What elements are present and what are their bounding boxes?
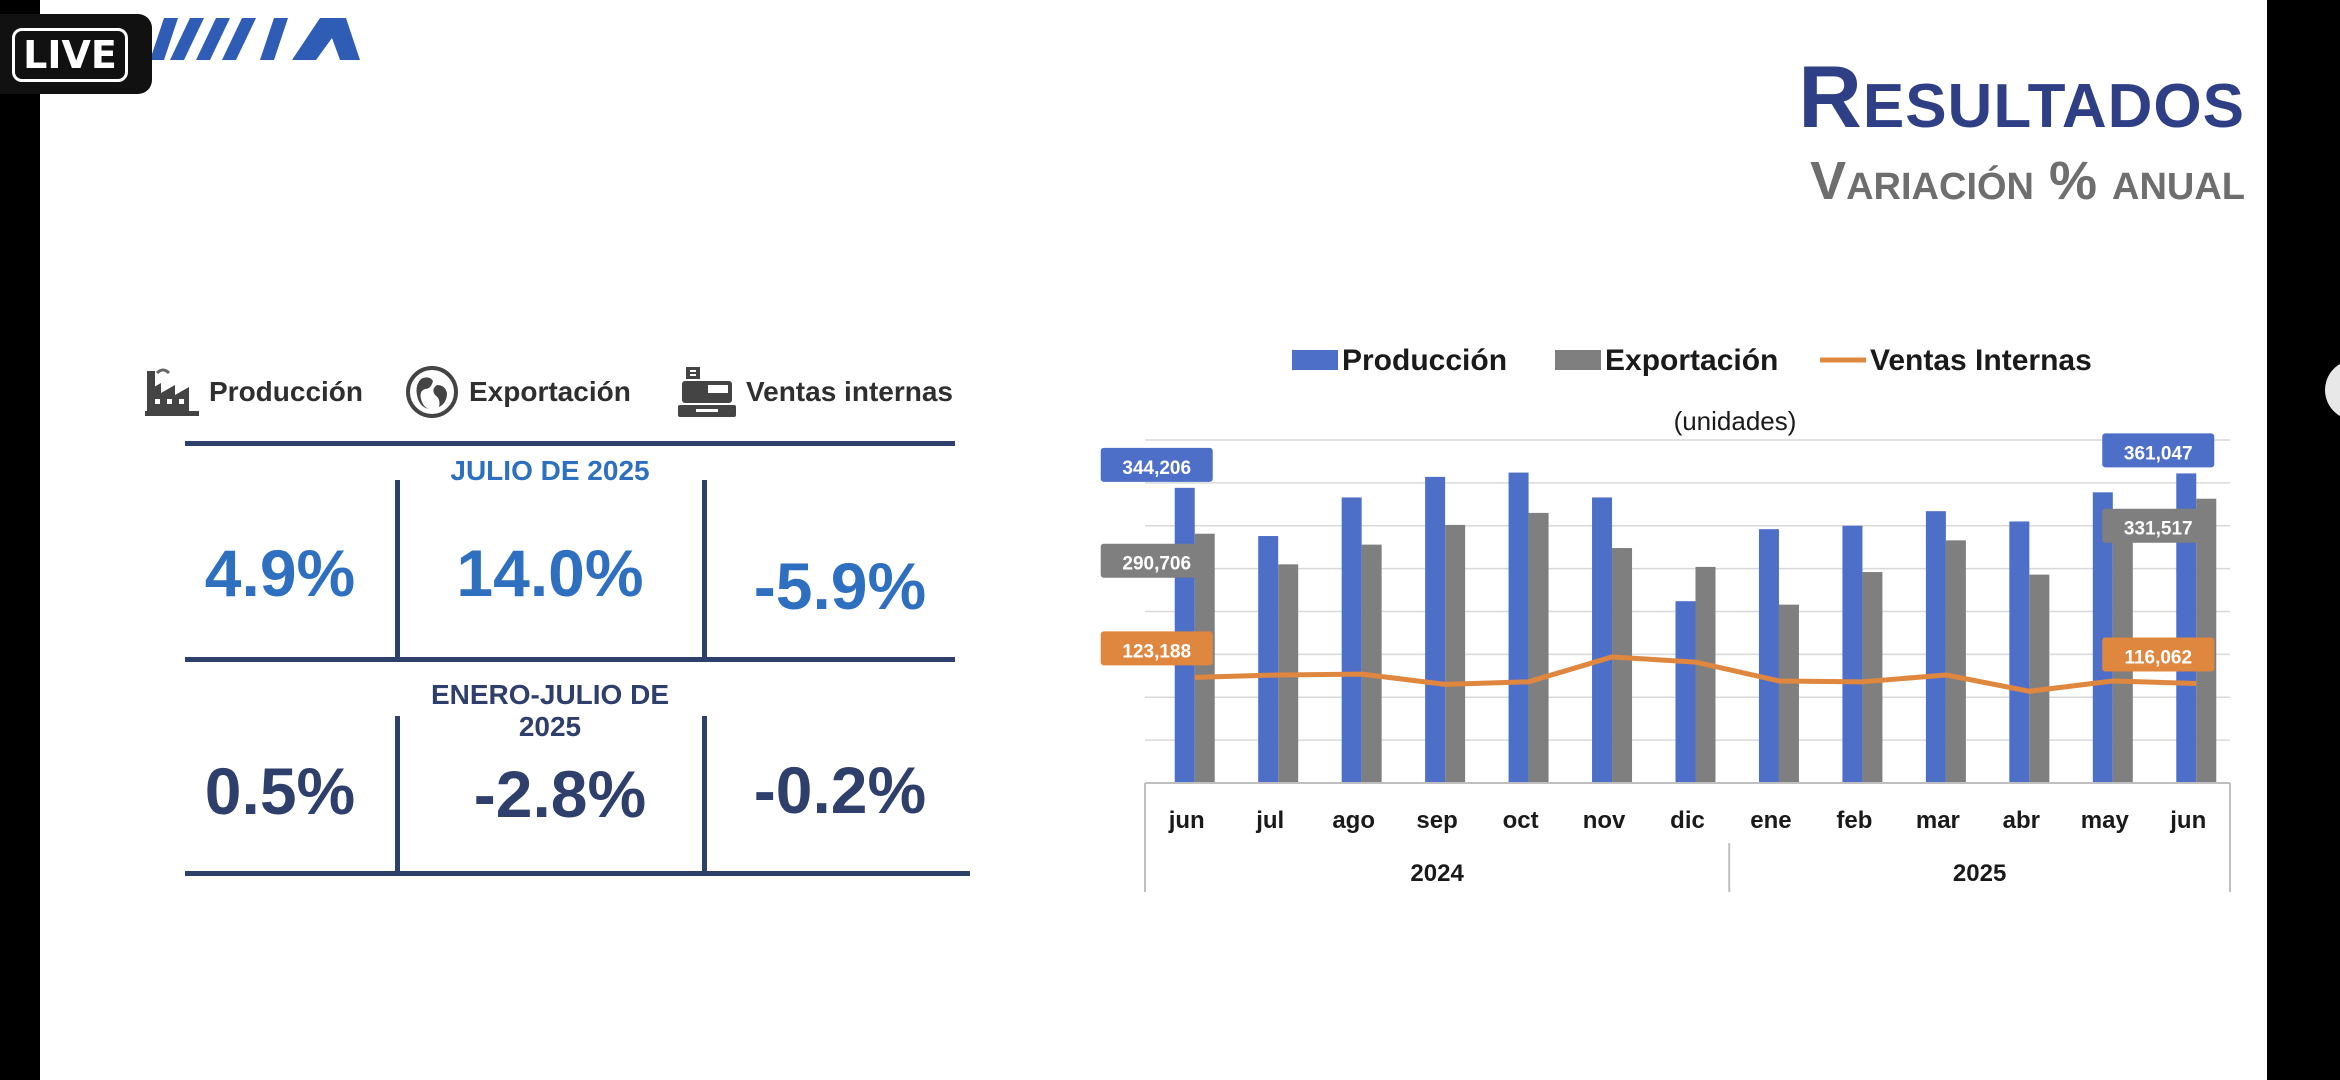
bar-exportacion (1945, 540, 1966, 783)
table-top-rule (185, 441, 955, 446)
bar-produccion (2176, 473, 2197, 783)
header-ventas: Ventas internas (678, 365, 953, 419)
factory-icon (145, 368, 199, 416)
x-tick-label: sep (1416, 807, 1457, 834)
table-middle-rule (185, 657, 955, 662)
header-ventas-label: Ventas internas (746, 376, 953, 407)
year-group-label: 2025 (1953, 860, 2006, 887)
header-exportacion-label: Exportación (469, 376, 631, 407)
data-label: 331,517 (2124, 519, 2193, 540)
data-label-box (1100, 631, 1213, 666)
data-label-box (2102, 433, 2215, 468)
chart: Producción Exportación Ventas Internas (uni… (1100, 344, 2231, 892)
month-produccion-value: 4.9% (204, 536, 356, 610)
bar-exportacion (1695, 566, 1716, 783)
bar-exportacion (1445, 524, 1466, 783)
bar-produccion (2009, 521, 2030, 783)
header-exportacion: Exportación (405, 365, 631, 419)
right-edge-bar (2267, 0, 2340, 1080)
cash-register-icon (678, 367, 736, 417)
x-tick-label: oct (1503, 807, 1539, 834)
bar-produccion (1258, 536, 1279, 783)
bar-produccion (1341, 497, 1362, 783)
x-tick-label: dic (1670, 807, 1705, 834)
x-tick-label: ago (1332, 807, 1375, 834)
divider-ytd-2 (702, 716, 707, 874)
live-badge: LIVE (0, 14, 152, 94)
bar-produccion (1675, 601, 1696, 783)
month-ventas-value: -5.9% (753, 549, 927, 623)
x-tick-label: nov (1583, 807, 1626, 834)
data-label-box (2102, 508, 2215, 543)
divider-ytd-1 (395, 716, 400, 874)
page-subtitle: Variación % anual (1810, 151, 2245, 211)
x-tick-label: feb (1836, 807, 1872, 834)
globe-icon (406, 366, 458, 418)
x-tick-label: ene (1750, 807, 1791, 834)
data-label: 123,188 (1122, 641, 1191, 662)
legend-label-0: Producción (1342, 344, 1507, 377)
x-tick-label: jun (2169, 807, 2206, 834)
bar-exportacion (2029, 574, 2050, 783)
divider-month-2 (702, 480, 707, 658)
x-tick-label: jun (1168, 807, 1205, 834)
x-tick-label: jul (1255, 807, 1284, 834)
data-label: 344,206 (1122, 458, 1191, 479)
data-label: 361,047 (2124, 443, 2193, 464)
bar-exportacion (1528, 512, 1549, 783)
legend-label-1: Exportación (1605, 344, 1778, 377)
line-ventas-internas (1194, 654, 2197, 694)
x-tick-label: abr (2003, 807, 2040, 834)
year-group-label: 2024 (1410, 860, 1464, 887)
bar-exportacion (1361, 544, 1382, 783)
presentation-slide: Resultados Variación % anual Producción … (40, 0, 2267, 1080)
data-label: 116,062 (2124, 647, 2192, 668)
bar-produccion (1758, 529, 1779, 783)
bar-exportacion (1612, 548, 1633, 783)
bar-produccion (2092, 492, 2113, 783)
month-section-label: JULIO DE 2025 (450, 455, 650, 486)
ytd-ventas-value: -0.2% (753, 753, 927, 827)
bar-exportacion (1862, 572, 1883, 783)
legend-label-2: Ventas Internas (1870, 344, 2092, 377)
table-bottom-rule (185, 871, 970, 876)
x-tick-label: mar (1916, 807, 1960, 834)
bar-produccion (1842, 525, 1863, 783)
data-label-box (1100, 543, 1213, 578)
bar-produccion (1425, 476, 1446, 783)
data-label: 290,706 (1122, 554, 1191, 575)
chart-subtitle: (unidades) (1674, 406, 1797, 436)
header-produccion-label: Producción (209, 376, 364, 407)
amia-logo (150, 18, 360, 60)
bar-produccion (1592, 497, 1613, 783)
divider-month-1 (395, 480, 400, 658)
live-label: LIVE (12, 28, 128, 82)
bar-exportacion (1778, 604, 1799, 783)
month-exportacion-value: 14.0% (456, 536, 644, 610)
bar-produccion (1508, 472, 1529, 783)
header-produccion: Producción (145, 365, 363, 419)
ytd-exportacion-value: -2.8% (473, 757, 647, 831)
ytd-section-label: ENERO-JULIO DE 2025 (430, 679, 670, 742)
x-tick-label: may (2081, 807, 2130, 834)
bar-produccion (1925, 511, 1946, 783)
side-panel-handle-icon[interactable] (2325, 360, 2340, 420)
legend-swatch-0 (1292, 350, 1338, 370)
ytd-produccion-value: 0.5% (204, 754, 356, 828)
data-label-box (2102, 637, 2215, 672)
legend-swatch-1 (1555, 350, 1601, 370)
page-title: Resultados (1798, 47, 2245, 146)
data-label-box (1100, 447, 1213, 482)
